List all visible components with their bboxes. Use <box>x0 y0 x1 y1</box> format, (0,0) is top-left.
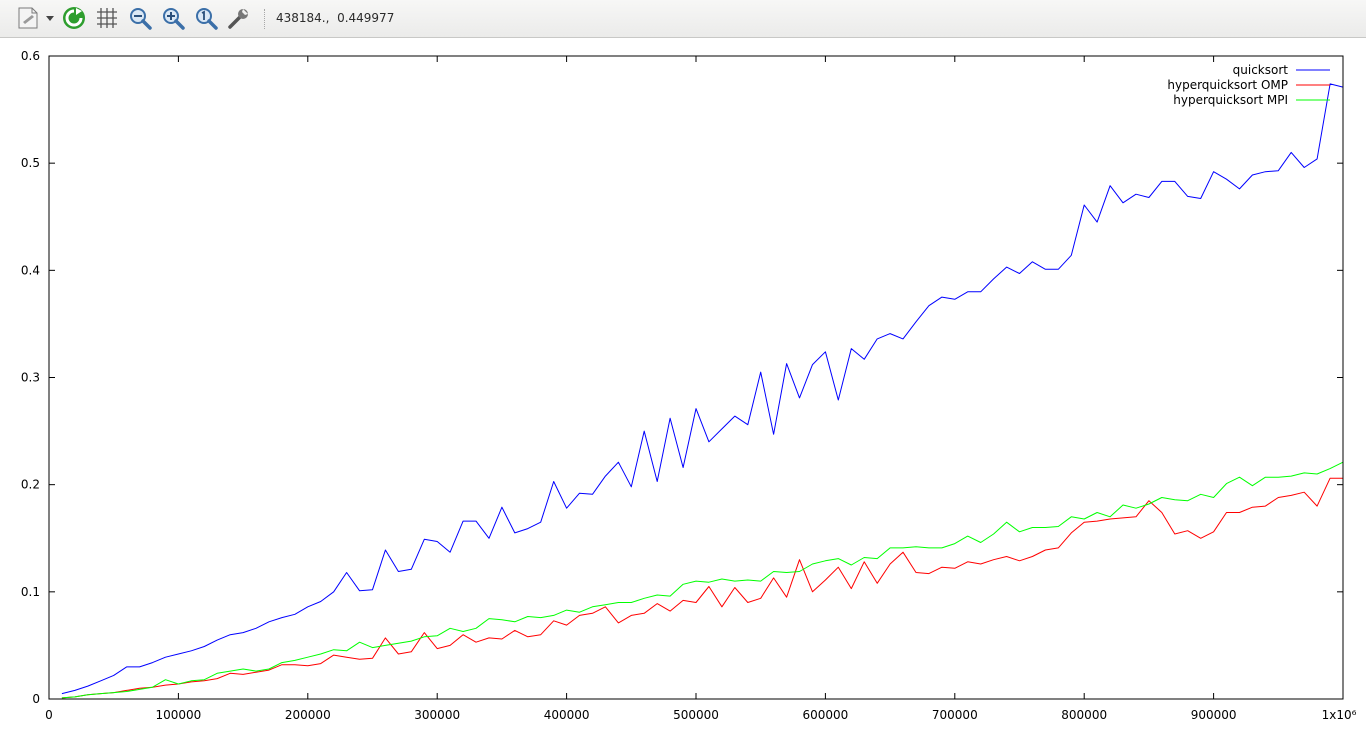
legend-label: hyperquicksort MPI <box>1173 93 1288 107</box>
zoom-in-icon[interactable] <box>159 5 187 31</box>
x-tick-label: 0 <box>45 708 53 722</box>
series-layer <box>61 83 1344 699</box>
toolbar-separator <box>264 9 266 29</box>
series-line-1 <box>61 477 1343 699</box>
toolbar: 438184., 0.449977 <box>0 0 1366 38</box>
legend-label: quicksort <box>1233 63 1289 77</box>
x-tick-label: 900000 <box>1191 708 1237 722</box>
export-icon[interactable] <box>14 5 44 31</box>
y-tick-label: 0 <box>32 692 40 706</box>
y-tick-label: 0.3 <box>21 371 40 385</box>
line-chart: 0 100000 200000 300000 400000 500000 600000 700… <box>21 49 1357 722</box>
series-line-0 <box>61 83 1344 695</box>
x-tick-label: 500000 <box>673 708 719 722</box>
zoom-reset-icon[interactable] <box>192 5 220 31</box>
y-tick-label: 0.2 <box>21 478 40 492</box>
x-tick-label: 600000 <box>802 708 848 722</box>
zoom-out-icon[interactable] <box>126 5 154 31</box>
replot-icon[interactable] <box>60 5 88 31</box>
ticks-layer: 0 100000 200000 300000 400000 500000 600000 700… <box>21 49 1357 722</box>
series-line-2 <box>61 461 1344 699</box>
y-tick-label: 0.1 <box>21 585 40 599</box>
legend-label: hyperquicksort OMP <box>1167 78 1288 92</box>
x-tick-label: 800000 <box>1061 708 1107 722</box>
settings-wrench-icon[interactable] <box>225 5 253 31</box>
dropdown-arrow-icon[interactable] <box>44 5 56 31</box>
grid-icon[interactable] <box>93 5 121 31</box>
x-tick-label: 400000 <box>544 708 590 722</box>
coordinate-readout: 438184., 0.449977 <box>276 11 395 25</box>
plot-area[interactable]: 0 100000 200000 300000 400000 500000 600000 700… <box>0 38 1366 730</box>
x-tick-label: 1x10⁶ <box>1322 708 1357 722</box>
x-tick-label: 700000 <box>932 708 978 722</box>
x-tick-label: 200000 <box>285 708 331 722</box>
y-tick-label: 0.6 <box>21 49 40 63</box>
y-tick-label: 0.4 <box>21 263 40 277</box>
x-tick-label: 300000 <box>414 708 460 722</box>
x-tick-label: 100000 <box>155 708 201 722</box>
y-tick-label: 0.5 <box>21 156 40 170</box>
